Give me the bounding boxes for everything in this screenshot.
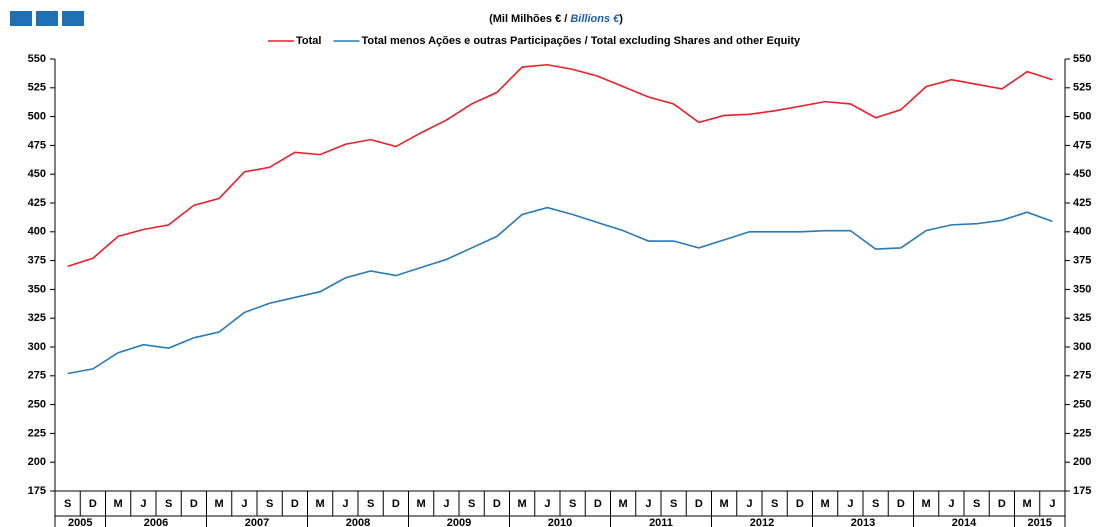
x-tick-label: D: [897, 498, 905, 510]
series-line: [67, 206, 1053, 375]
x-tick-label: J: [241, 498, 247, 510]
year-label: 2015: [1028, 517, 1052, 527]
y-tick-label-right: 350: [1073, 283, 1091, 295]
y-tick-label: 525: [28, 82, 46, 94]
x-tick-label: S: [165, 498, 172, 510]
x-tick-label: D: [392, 498, 400, 510]
x-tick-label: S: [266, 498, 273, 510]
y-tick-label-right: 325: [1073, 312, 1091, 324]
y-tick-label-right: 450: [1073, 168, 1091, 180]
y-tick-label-right: 425: [1073, 197, 1091, 209]
x-tick-label: S: [64, 498, 71, 510]
y-tick-label-right: 175: [1073, 485, 1091, 497]
y-tick-label-right: 550: [1073, 53, 1091, 65]
x-tick-label: M: [114, 498, 123, 510]
x-tick-label: J: [847, 498, 853, 510]
y-tick-label: 450: [28, 168, 46, 180]
logo-block: [10, 11, 32, 26]
x-tick-label: M: [417, 498, 426, 510]
year-label: 2011: [649, 517, 673, 527]
y-tick-label: 350: [28, 283, 46, 295]
year-label: 2008: [346, 517, 370, 527]
x-tick-label: J: [746, 498, 752, 510]
y-tick-label-right: 400: [1073, 226, 1091, 238]
x-tick-label: M: [316, 498, 325, 510]
x-tick-label: M: [215, 498, 224, 510]
x-tick-label: S: [973, 498, 980, 510]
year-label: 2005: [68, 517, 92, 527]
x-tick-label: D: [594, 498, 602, 510]
y-tick-label-right: 375: [1073, 255, 1091, 267]
year-label: 2006: [144, 517, 168, 527]
x-tick-label: S: [670, 498, 677, 510]
year-label: 2009: [447, 517, 471, 527]
y-tick-label-right: 500: [1073, 111, 1091, 123]
y-tick-label-right: 300: [1073, 341, 1091, 353]
y-tick-label: 475: [28, 139, 46, 151]
x-tick-label: J: [342, 498, 348, 510]
x-tick-label: M: [518, 498, 527, 510]
y-tick-label: 550: [28, 53, 46, 65]
x-tick-label: J: [443, 498, 449, 510]
year-label: 2012: [750, 517, 774, 527]
year-label: 2013: [851, 517, 875, 527]
y-tick-label: 325: [28, 312, 46, 324]
y-tick-label: 375: [28, 255, 46, 267]
y-tick-label-right: 225: [1073, 427, 1091, 439]
y-tick-label: 225: [28, 427, 46, 439]
legend-label: Total: [296, 35, 321, 47]
y-tick-label: 425: [28, 197, 46, 209]
x-tick-label: D: [493, 498, 501, 510]
y-tick-label: 275: [28, 370, 46, 382]
legend-label: Total menos Ações e outras Participações…: [361, 35, 801, 47]
x-tick-label: M: [821, 498, 830, 510]
x-tick-label: J: [140, 498, 146, 510]
x-tick-label: J: [645, 498, 651, 510]
year-label: 2007: [245, 517, 269, 527]
year-label: 2010: [548, 517, 572, 527]
x-tick-label: J: [1049, 498, 1055, 510]
x-tick-label: D: [89, 498, 97, 510]
x-tick-label: M: [619, 498, 628, 510]
x-tick-label: D: [998, 498, 1006, 510]
title-pt: (Mil Milhões € /: [489, 13, 570, 25]
x-tick-label: S: [468, 498, 475, 510]
y-tick-label-right: 200: [1073, 456, 1091, 468]
x-tick-label: J: [544, 498, 550, 510]
y-tick-label: 300: [28, 341, 46, 353]
x-tick-label: S: [771, 498, 778, 510]
series-line: [67, 63, 1053, 268]
x-tick-label: J: [948, 498, 954, 510]
year-label: 2014: [952, 517, 977, 527]
y-tick-label: 175: [28, 485, 46, 497]
x-tick-label: D: [291, 498, 299, 510]
x-tick-label: D: [796, 498, 804, 510]
x-tick-label: D: [190, 498, 198, 510]
logo-block: [62, 11, 84, 26]
title-en: Billions €: [570, 13, 620, 25]
y-tick-label: 400: [28, 226, 46, 238]
y-tick-label-right: 475: [1073, 139, 1091, 151]
x-tick-label: M: [922, 498, 931, 510]
x-tick-label: S: [872, 498, 879, 510]
x-tick-label: D: [695, 498, 703, 510]
y-tick-label-right: 275: [1073, 370, 1091, 382]
y-tick-label: 500: [28, 111, 46, 123]
y-tick-label: 200: [28, 456, 46, 468]
x-tick-label: S: [367, 498, 374, 510]
y-tick-label-right: 250: [1073, 399, 1091, 411]
chart-title: (Mil Milhões € / Billions €): [489, 13, 623, 25]
y-tick-label-right: 525: [1073, 82, 1091, 94]
y-tick-label: 250: [28, 399, 46, 411]
x-tick-label: M: [1023, 498, 1032, 510]
logo-block: [36, 11, 58, 26]
x-tick-label: S: [569, 498, 576, 510]
title-end: ): [619, 13, 623, 25]
x-tick-label: M: [720, 498, 729, 510]
legend: Total Total menos Ações e outras Particip…: [268, 35, 801, 47]
